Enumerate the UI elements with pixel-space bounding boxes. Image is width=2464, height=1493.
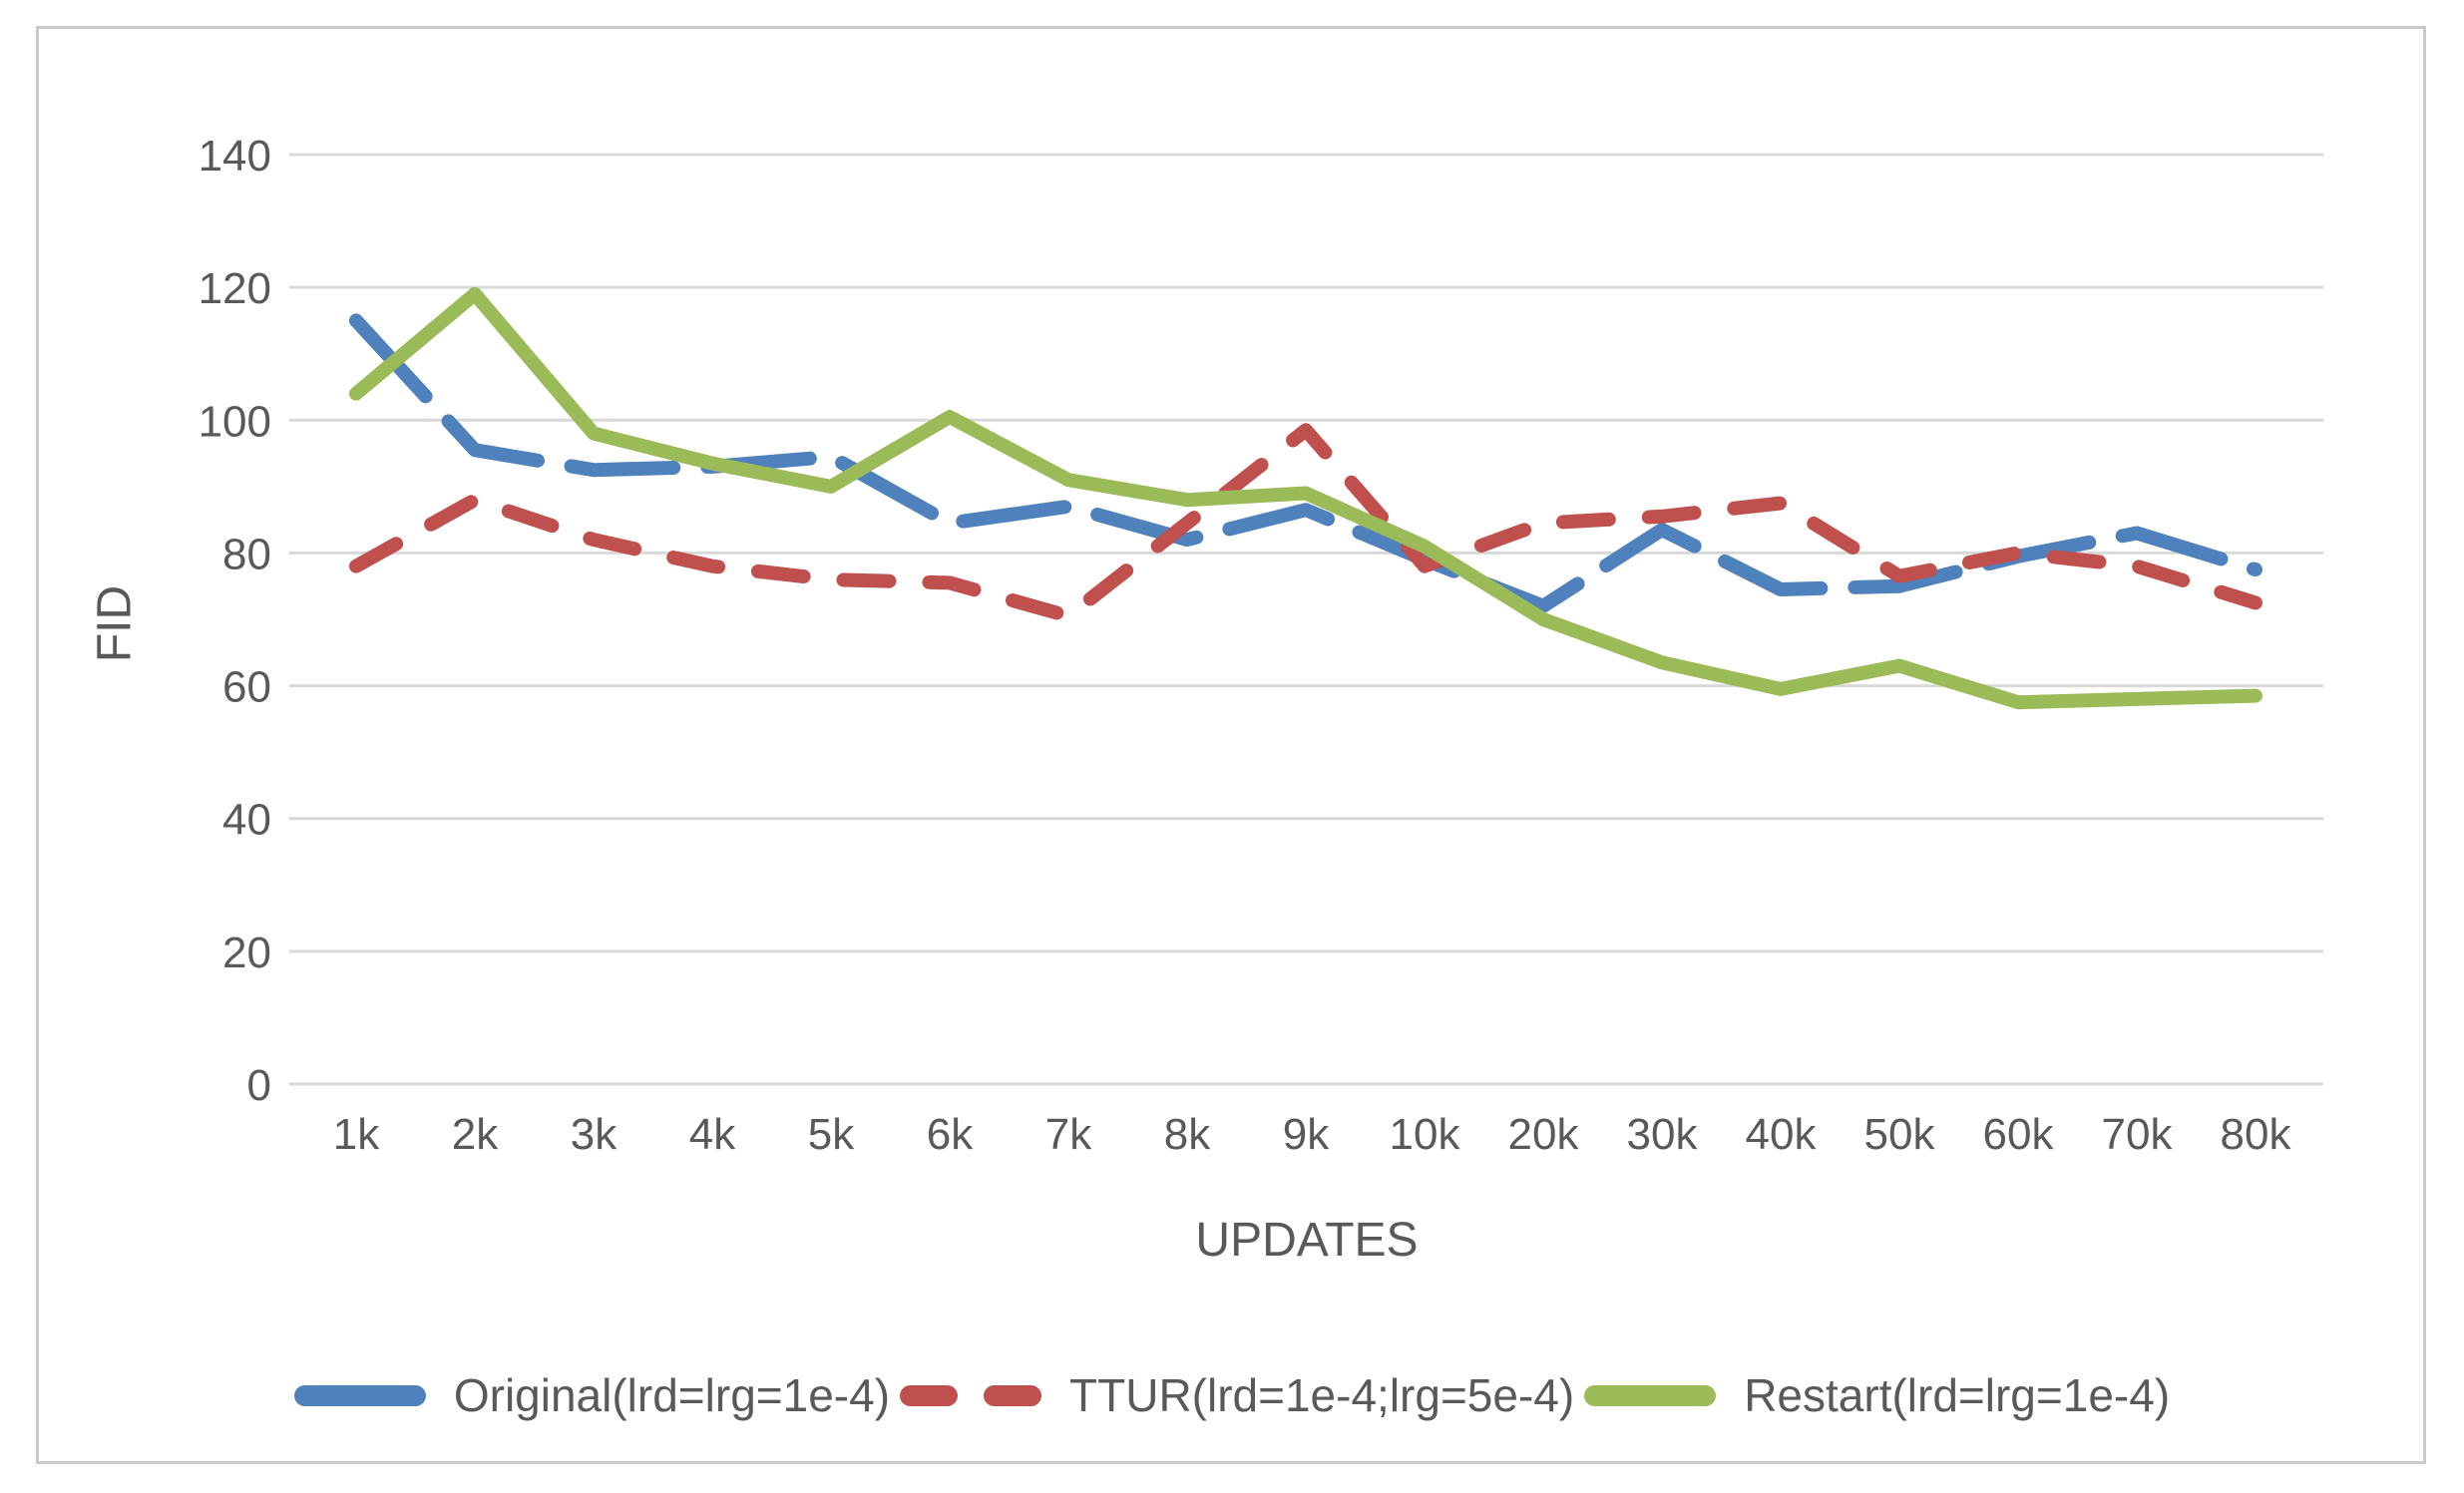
x-tick-label: 3k [571, 1110, 617, 1159]
x-tick-label: 80k [2221, 1110, 2292, 1159]
x-tick-label: 5k [808, 1110, 855, 1159]
legend-swatch [293, 1384, 426, 1406]
y-tick-label: 100 [199, 397, 271, 446]
y-tick-label: 0 [247, 1061, 271, 1110]
chart-legend: Original(lrd=lrg=1e-4) TTUR(lrd=1e-4;lrg=… [0, 1358, 2464, 1432]
legend-label: Restart(lrd=lrg=1e-4) [1744, 1369, 2171, 1421]
legend-swatch [1584, 1384, 1717, 1406]
x-tick-label: 60k [1983, 1110, 2055, 1159]
legend-swatch [900, 1384, 1042, 1406]
legend-item-restart: Restart(lrd=lrg=1e-4) [1584, 1368, 2170, 1422]
x-tick-label: 8k [1164, 1110, 1211, 1159]
x-tick-label: 30k [1627, 1110, 1699, 1159]
legend-swatch-dash-segment [984, 1384, 1042, 1406]
x-tick-label: 4k [689, 1110, 736, 1159]
x-axis-title: UPDATES [1195, 1214, 1419, 1267]
legend-label: Original(lrd=lrg=1e-4) [453, 1369, 891, 1421]
legend-item-ttur: TTUR(lrd=1e-4;lrg=5e-4) [900, 1368, 1574, 1422]
y-tick-label: 60 [222, 663, 271, 712]
x-tick-label: 9k [1283, 1110, 1330, 1159]
x-tick-label: 10k [1390, 1110, 1461, 1159]
chart-frame [36, 26, 2426, 1464]
legend-swatch-dash-segment [900, 1384, 959, 1406]
x-tick-label: 40k [1746, 1110, 1818, 1159]
series-line-restart [349, 286, 2262, 710]
series-line-original [349, 313, 2262, 613]
y-axis-title: FID [88, 584, 142, 663]
series-line-ttur [349, 423, 2262, 623]
x-tick-label: 2k [452, 1110, 499, 1159]
x-tick-label: 20k [1508, 1110, 1580, 1159]
x-tick-label: 6k [927, 1110, 974, 1159]
x-tick-label: 7k [1045, 1110, 1092, 1159]
y-tick-label: 40 [222, 796, 271, 845]
y-tick-label: 140 [199, 132, 271, 181]
x-tick-label: 1k [333, 1110, 380, 1159]
legend-label: TTUR(lrd=1e-4;lrg=5e-4) [1069, 1369, 1575, 1421]
legend-item-original: Original(lrd=lrg=1e-4) [293, 1368, 891, 1422]
x-tick-label: 50k [1864, 1110, 1936, 1159]
y-tick-label: 20 [222, 929, 271, 977]
y-tick-label: 80 [222, 530, 271, 578]
y-tick-label: 120 [199, 264, 271, 313]
x-tick-label: 70k [2102, 1110, 2174, 1159]
